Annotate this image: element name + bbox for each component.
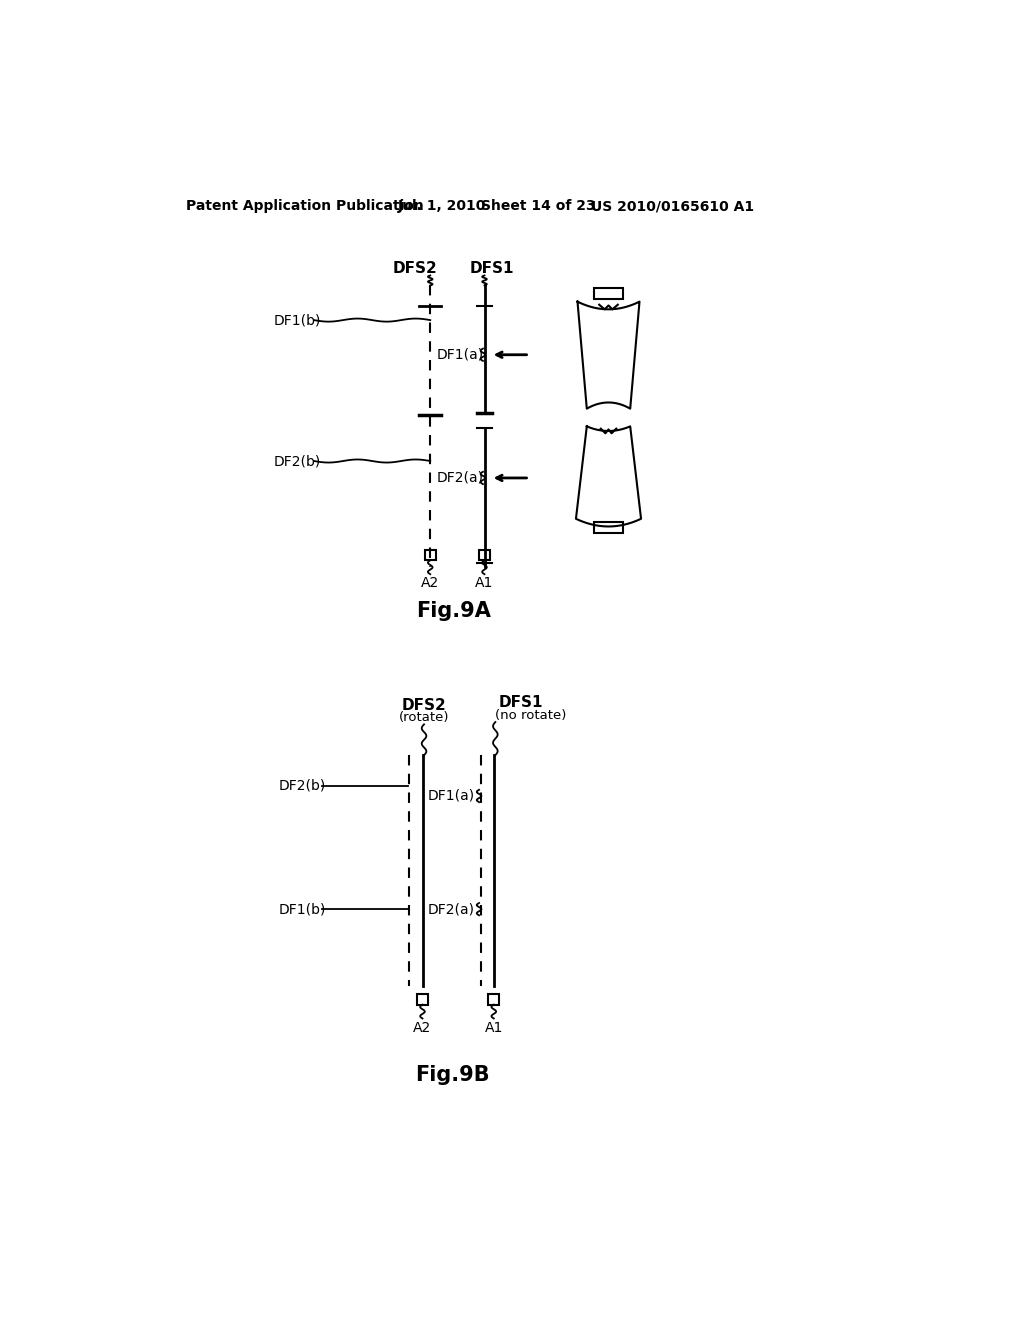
Bar xyxy=(594,521,624,532)
Bar xyxy=(488,994,500,1005)
Text: A2: A2 xyxy=(414,1020,432,1035)
Text: DF2(a): DF2(a) xyxy=(427,902,474,916)
Text: DFS1: DFS1 xyxy=(499,696,544,710)
Text: (rotate): (rotate) xyxy=(399,711,450,723)
Text: A1: A1 xyxy=(484,1020,503,1035)
Text: (no rotate): (no rotate) xyxy=(495,709,566,722)
Text: DF2(b): DF2(b) xyxy=(280,779,327,793)
Text: Patent Application Publication: Patent Application Publication xyxy=(186,199,424,213)
Text: DF2(a): DF2(a) xyxy=(436,471,483,484)
Text: DFS1: DFS1 xyxy=(470,261,514,276)
Bar xyxy=(417,994,428,1005)
Text: A1: A1 xyxy=(475,577,494,590)
Text: DFS2: DFS2 xyxy=(402,697,446,713)
Text: Fig.9B: Fig.9B xyxy=(415,1065,489,1085)
Text: DFS2: DFS2 xyxy=(392,261,437,276)
Text: DF1(a): DF1(a) xyxy=(436,347,483,362)
Text: DF1(a): DF1(a) xyxy=(427,789,474,803)
Text: Fig.9A: Fig.9A xyxy=(416,601,490,622)
Text: Sheet 14 of 23: Sheet 14 of 23 xyxy=(480,199,595,213)
Bar xyxy=(479,549,489,560)
Text: A2: A2 xyxy=(421,577,439,590)
Text: DF1(b): DF1(b) xyxy=(280,902,327,916)
Text: DF2(b): DF2(b) xyxy=(273,454,321,469)
Text: Jul. 1, 2010: Jul. 1, 2010 xyxy=(397,199,486,213)
Bar xyxy=(594,288,624,298)
Text: DF1(b): DF1(b) xyxy=(273,313,322,327)
Bar xyxy=(425,549,435,560)
Text: US 2010/0165610 A1: US 2010/0165610 A1 xyxy=(592,199,755,213)
